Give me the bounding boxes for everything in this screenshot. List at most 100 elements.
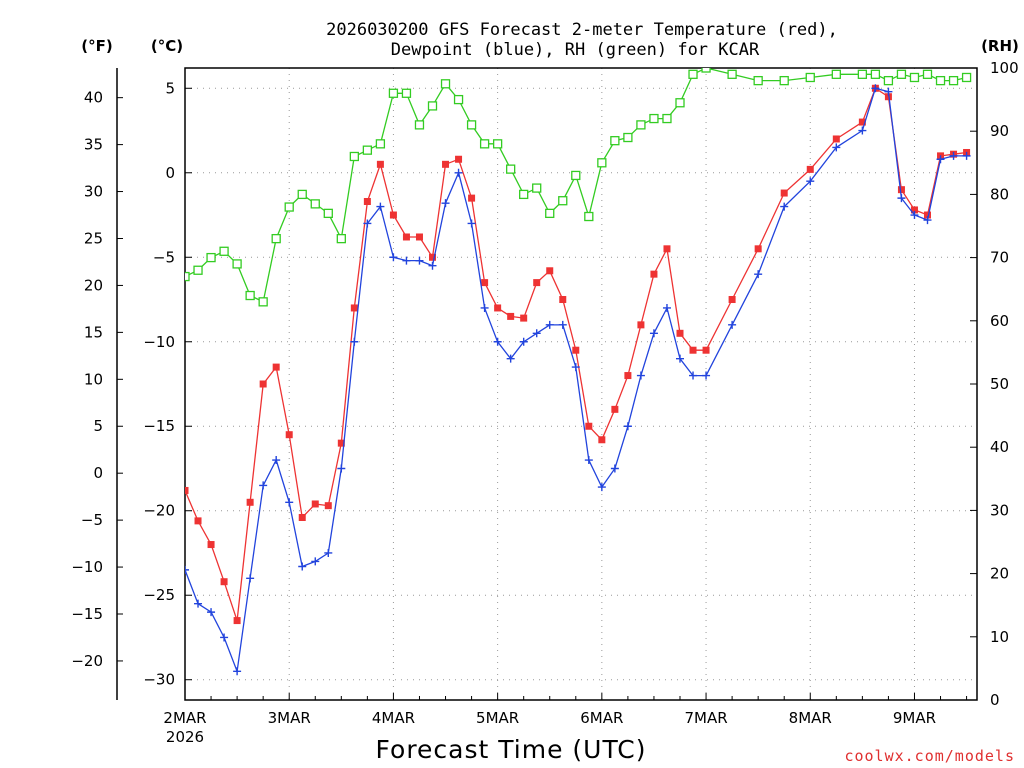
fahrenheit-unit-label: (°F): [81, 37, 112, 55]
dewpoint-point: [806, 177, 815, 186]
rh-point: [401, 88, 412, 98]
rh-point: [753, 75, 763, 86]
dewpoint-point: [689, 371, 698, 380]
rh-point: [271, 233, 281, 244]
dewpoint-point: [194, 599, 203, 608]
temperature-point: [780, 189, 788, 197]
rh-point: [805, 72, 815, 83]
dewpoint-point: [311, 557, 320, 566]
temperature-point: [207, 541, 215, 549]
temperature-point: [806, 165, 814, 173]
x-axis-label: Forecast Time (UTC): [376, 735, 647, 764]
dewpoint-point: [780, 202, 789, 211]
rh-point: [323, 208, 333, 219]
celsius-tick-label: −30: [143, 671, 175, 689]
temperature-point: [533, 279, 541, 287]
temperature-point: [598, 436, 606, 444]
rh-point: [922, 69, 933, 79]
rh-point: [558, 196, 568, 206]
rh-point: [185, 271, 190, 282]
rh-point: [597, 158, 607, 168]
dewpoint-point: [910, 211, 919, 220]
celsius-tick-label: −15: [143, 417, 175, 435]
temperature-point: [754, 245, 762, 253]
rh-point: [258, 297, 268, 307]
dewpoint-point: [337, 464, 346, 473]
rh-point: [727, 69, 737, 79]
dewpoint-point: [962, 151, 971, 160]
dewpoint-point: [636, 371, 645, 380]
fahrenheit-tick-label: 15: [84, 323, 103, 341]
temperature-point: [468, 194, 476, 202]
temperature-point: [185, 486, 189, 494]
x-tick-label: 7MAR: [684, 709, 727, 727]
rh-point: [961, 72, 972, 83]
temperature-point: [442, 160, 450, 168]
dewpoint-point: [467, 219, 476, 228]
temperature-point: [350, 304, 358, 312]
rh-point: [662, 113, 672, 124]
dewpoint-point: [350, 337, 359, 346]
rh-point: [701, 68, 711, 73]
rh-point: [636, 120, 646, 130]
dewpoint-point: [493, 337, 502, 346]
series: [185, 68, 972, 676]
dewpoint-point: [207, 608, 216, 617]
dewpoint-point: [185, 565, 189, 574]
rh-point: [375, 139, 386, 149]
dewpoint-point: [676, 354, 684, 363]
temperature-point: [324, 502, 332, 510]
rh-point: [779, 75, 789, 86]
fahrenheit-tick-label: 40: [84, 89, 103, 107]
rh-tick-label: 40: [990, 438, 1009, 456]
rh-point: [857, 69, 868, 79]
rh-point: [571, 170, 581, 181]
rh-point: [284, 202, 294, 212]
dewpoint-point: [949, 151, 958, 160]
temperature-point: [897, 186, 905, 194]
x-tick-label: 2MAR: [163, 709, 206, 727]
dewpoint-point: [363, 219, 372, 228]
dewpoint-point: [884, 87, 893, 96]
temperature-point: [650, 270, 658, 278]
credit-text: coolwx.com/models: [844, 747, 1015, 765]
fahrenheit-tick-label: −10: [71, 558, 103, 576]
celsius-tick-label: −5: [153, 248, 175, 266]
fahrenheit-tick-label: −15: [71, 605, 103, 623]
rh-point: [584, 211, 594, 222]
dewpoint-point: [519, 337, 528, 346]
temperature-point: [285, 431, 293, 439]
rh-point: [870, 69, 881, 79]
temperature-point: [559, 296, 567, 304]
rh-point: [349, 151, 359, 162]
dewpoint-point: [428, 261, 437, 270]
rh-point: [232, 259, 242, 269]
rh-point: [649, 113, 659, 124]
rh-point: [193, 265, 203, 275]
rh-tick-label: 60: [990, 312, 1009, 330]
dewpoint-point: [754, 270, 763, 279]
rh-point: [675, 98, 685, 108]
temperature-point: [233, 617, 241, 625]
dewpoint-point: [285, 498, 294, 507]
temperature-point: [298, 513, 306, 521]
rh-point: [206, 252, 216, 263]
fahrenheit-tick-label: 5: [93, 417, 103, 435]
rh-tick-label: 90: [990, 122, 1009, 140]
rh-point: [831, 69, 841, 79]
rh-point: [623, 132, 633, 143]
fahrenheit-tick-label: 35: [84, 136, 103, 154]
fahrenheit-tick-label: 10: [84, 370, 103, 388]
dewpoint-point: [728, 320, 737, 329]
celsius-tick-label: 0: [165, 164, 175, 182]
rh-point: [688, 69, 698, 79]
dewpoint-point: [506, 354, 515, 363]
rh-point: [610, 136, 620, 146]
rh-point: [492, 139, 503, 149]
rh-point: [948, 75, 959, 86]
temperature-point: [246, 498, 254, 506]
axes: [116, 67, 978, 701]
dewpoint-point: [897, 194, 906, 203]
